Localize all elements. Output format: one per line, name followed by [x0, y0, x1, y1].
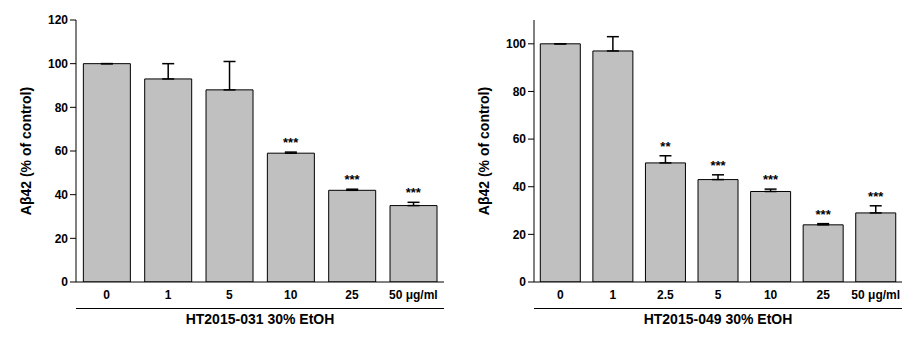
svg-text:60: 60 — [55, 144, 69, 158]
svg-text:20: 20 — [513, 228, 527, 242]
svg-text:25: 25 — [816, 288, 830, 302]
svg-text:***: *** — [406, 185, 422, 200]
svg-text:2.5: 2.5 — [657, 288, 674, 302]
svg-text:1: 1 — [610, 288, 617, 302]
svg-text:***: *** — [710, 158, 726, 173]
svg-text:50 μg/ml: 50 μg/ml — [851, 288, 900, 302]
svg-text:10: 10 — [764, 288, 778, 302]
html-text:HT2015-031 30% EtOH: HT2015-031 30% EtOH — [185, 311, 335, 327]
svg-text:60: 60 — [513, 132, 527, 146]
svg-text:0: 0 — [519, 275, 526, 289]
svg-text:100: 100 — [506, 37, 526, 51]
svg-text:5: 5 — [226, 288, 233, 302]
svg-text:40: 40 — [513, 180, 527, 194]
svg-text:100: 100 — [48, 57, 68, 71]
svg-text:0: 0 — [61, 275, 68, 289]
svg-text:***: *** — [344, 172, 360, 187]
svg-text:0: 0 — [557, 288, 564, 302]
svg-text:1: 1 — [165, 288, 172, 302]
svg-text:***: *** — [763, 172, 779, 187]
svg-text:20: 20 — [55, 232, 69, 246]
svg-text:Aβ42 (% of control): Aβ42 (% of control) — [18, 87, 34, 215]
svg-text:50 μg/ml: 50 μg/ml — [389, 288, 438, 302]
svg-text:5: 5 — [715, 288, 722, 302]
svg-text:***: *** — [868, 189, 884, 204]
svg-text:***: *** — [816, 207, 832, 222]
svg-text:80: 80 — [513, 85, 527, 99]
svg-text:80: 80 — [55, 101, 69, 115]
svg-text:***: *** — [283, 135, 299, 150]
html-text:HT2015-049 30% EtOH: HT2015-049 30% EtOH — [643, 311, 793, 327]
svg-text:10: 10 — [284, 288, 298, 302]
svg-text:**: ** — [660, 139, 671, 154]
svg-text:0: 0 — [103, 288, 110, 302]
svg-text:120: 120 — [48, 13, 68, 27]
svg-text:40: 40 — [55, 188, 69, 202]
svg-text:25: 25 — [345, 288, 359, 302]
svg-text:Aβ42 (% of control): Aβ42 (% of control) — [476, 87, 492, 215]
